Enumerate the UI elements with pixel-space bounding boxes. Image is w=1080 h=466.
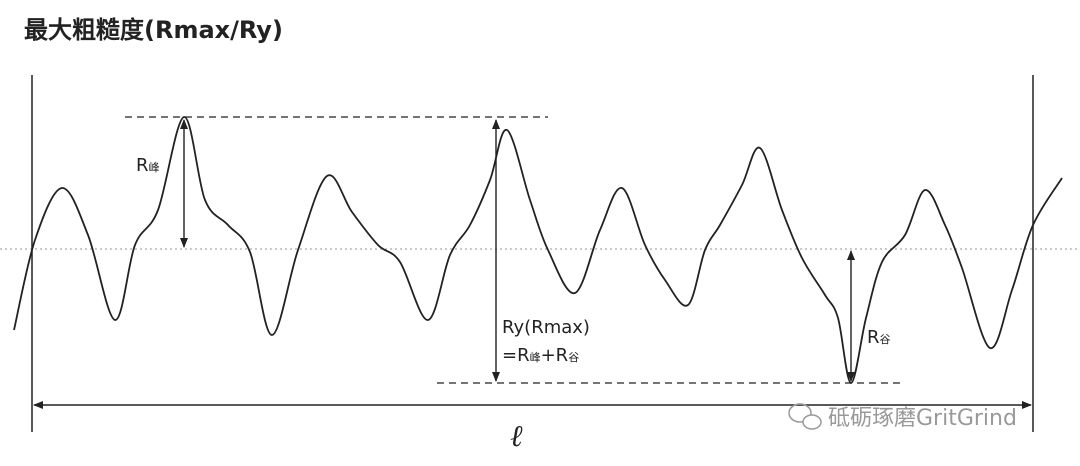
wechat-icon — [788, 403, 822, 430]
label-main: R — [136, 155, 149, 176]
sum-label: =R峰+R谷 — [502, 345, 579, 366]
profile-curve — [13, 116, 1063, 384]
peak-label: R峰 — [136, 155, 160, 176]
label-main: R — [867, 327, 880, 348]
valley-label: R谷 — [867, 327, 891, 348]
title: 最大粗糙度(Rmax/Ry) — [24, 16, 283, 44]
label-main: +R — [541, 345, 569, 366]
label-sub: 谷 — [568, 351, 579, 364]
label-main: =R — [502, 345, 530, 366]
watermark: 砥砺琢磨GritGrind — [828, 406, 1017, 431]
label-sub: 峰 — [149, 161, 160, 174]
ry-label: Ry(Rmax) — [502, 317, 590, 338]
label-sub: 峰 — [530, 351, 541, 364]
label-sub: 谷 — [880, 333, 891, 346]
length-label: ℓ — [510, 419, 523, 454]
